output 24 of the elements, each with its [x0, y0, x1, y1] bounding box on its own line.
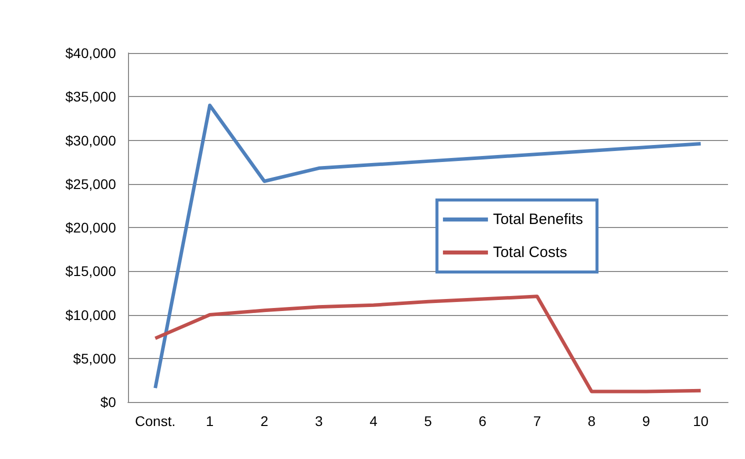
y-tick-label: $25,000 [65, 176, 116, 192]
x-tick-label: 10 [692, 413, 709, 429]
x-tick-label: 9 [642, 413, 650, 429]
x-tick-label: 2 [260, 413, 268, 429]
y-tick-label: $40,000 [65, 45, 116, 61]
y-tick-label: $10,000 [65, 306, 116, 323]
x-tick-label: 8 [588, 413, 596, 429]
y-tick-label: $30,000 [65, 132, 116, 148]
x-tick-label: 6 [478, 413, 487, 429]
y-tick-label: $15,000 [65, 263, 116, 280]
line-series [154, 104, 702, 390]
x-tick-label: Const. [135, 413, 176, 429]
x-tick-label: 5 [424, 413, 432, 429]
y-tick-label: $0 [100, 394, 116, 410]
line-series [154, 294, 702, 394]
y-tick-label: $35,000 [65, 88, 116, 105]
y-tick-label: $5,000 [73, 350, 116, 366]
x-tick-label: 4 [370, 413, 378, 429]
y-tick-label: $20,000 [65, 220, 116, 236]
legend-label: Total Benefits [492, 211, 584, 228]
x-tick-label: 3 [315, 413, 324, 429]
x-tick-label: 7 [533, 413, 542, 429]
x-tick-label: 1 [206, 413, 214, 429]
legend-label: Total Costs [492, 244, 568, 261]
